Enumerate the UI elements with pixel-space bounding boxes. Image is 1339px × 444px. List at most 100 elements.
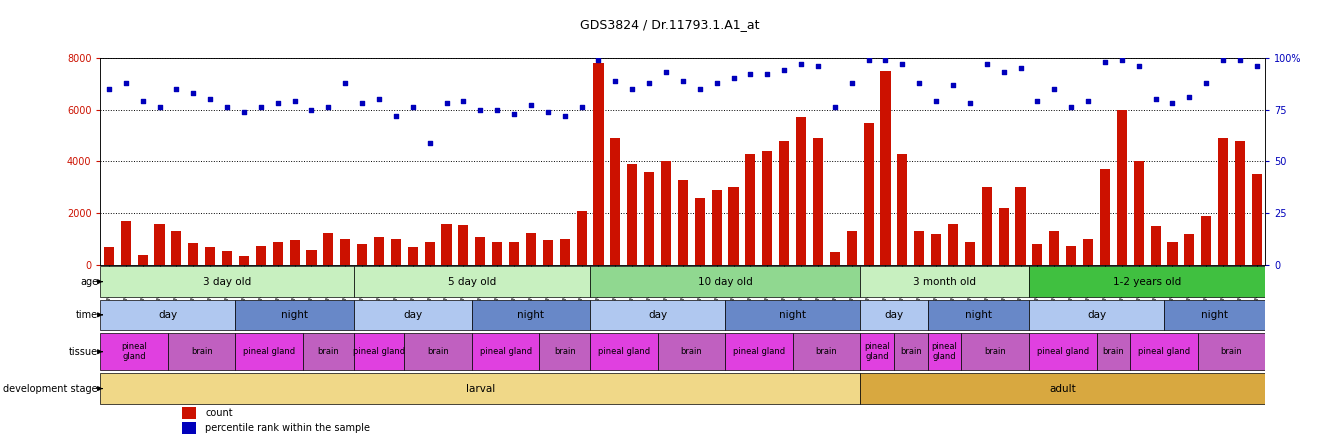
Point bbox=[823, 104, 845, 111]
Bar bbox=[894, 333, 928, 370]
Bar bbox=[948, 224, 959, 265]
Point bbox=[706, 79, 727, 86]
Bar bbox=[678, 179, 688, 265]
Bar bbox=[526, 233, 536, 265]
Bar bbox=[1083, 239, 1093, 265]
Bar bbox=[471, 300, 590, 330]
Point bbox=[976, 60, 998, 67]
Point bbox=[470, 106, 491, 113]
Text: day: day bbox=[1087, 310, 1106, 320]
Bar bbox=[928, 300, 1028, 330]
Point bbox=[317, 104, 339, 111]
Text: count: count bbox=[205, 408, 233, 418]
Bar bbox=[256, 246, 266, 265]
Text: age: age bbox=[80, 277, 98, 287]
Point bbox=[402, 104, 423, 111]
Bar bbox=[307, 250, 316, 265]
Point bbox=[1111, 56, 1133, 63]
Bar bbox=[100, 333, 167, 370]
Bar bbox=[340, 239, 351, 265]
Bar bbox=[779, 141, 789, 265]
Bar bbox=[458, 225, 469, 265]
Bar bbox=[746, 154, 755, 265]
Point bbox=[1178, 94, 1200, 101]
Bar bbox=[1099, 169, 1110, 265]
Bar bbox=[353, 333, 404, 370]
Point bbox=[1229, 56, 1251, 63]
Text: pineal
gland: pineal gland bbox=[122, 342, 147, 361]
Bar bbox=[813, 138, 823, 265]
Point bbox=[335, 79, 356, 86]
Text: day: day bbox=[884, 310, 904, 320]
Bar bbox=[860, 300, 928, 330]
Bar bbox=[695, 198, 704, 265]
Text: percentile rank within the sample: percentile rank within the sample bbox=[205, 423, 371, 433]
Text: adult: adult bbox=[1050, 384, 1077, 393]
Bar bbox=[374, 237, 384, 265]
Bar bbox=[644, 172, 655, 265]
Text: pineal
gland: pineal gland bbox=[864, 342, 890, 361]
Bar bbox=[154, 224, 165, 265]
Bar bbox=[1134, 162, 1144, 265]
Bar bbox=[100, 300, 236, 330]
Bar bbox=[657, 333, 726, 370]
Point bbox=[621, 85, 643, 92]
Text: brain: brain bbox=[554, 347, 576, 356]
Bar bbox=[1198, 333, 1265, 370]
Bar bbox=[542, 241, 553, 265]
Bar bbox=[404, 333, 471, 370]
Bar bbox=[1032, 244, 1043, 265]
Bar bbox=[189, 243, 198, 265]
Bar bbox=[860, 266, 1028, 297]
Point bbox=[874, 56, 896, 63]
Bar bbox=[1252, 174, 1261, 265]
Bar bbox=[590, 300, 726, 330]
Bar bbox=[593, 63, 604, 265]
Point bbox=[453, 98, 474, 105]
Text: tissue: tissue bbox=[70, 347, 98, 357]
Point bbox=[217, 104, 238, 111]
Bar bbox=[1050, 231, 1059, 265]
Point bbox=[1145, 95, 1166, 103]
Point bbox=[605, 77, 627, 84]
Bar bbox=[238, 256, 249, 265]
Point bbox=[1094, 58, 1115, 65]
Bar bbox=[928, 333, 961, 370]
Bar bbox=[167, 333, 236, 370]
Bar bbox=[273, 242, 283, 265]
Text: brain: brain bbox=[984, 347, 1006, 356]
Bar bbox=[138, 255, 147, 265]
Bar bbox=[104, 247, 114, 265]
Point bbox=[1247, 63, 1268, 70]
Bar bbox=[353, 266, 590, 297]
Point bbox=[266, 100, 288, 107]
Bar bbox=[915, 231, 924, 265]
Point bbox=[723, 75, 744, 82]
Bar bbox=[471, 333, 540, 370]
Point bbox=[994, 69, 1015, 76]
Point bbox=[925, 98, 947, 105]
Bar bbox=[726, 333, 793, 370]
Point bbox=[959, 100, 980, 107]
Bar bbox=[961, 333, 1028, 370]
Point bbox=[655, 69, 676, 76]
Text: night: night bbox=[1201, 310, 1228, 320]
Bar bbox=[728, 187, 739, 265]
Text: brain: brain bbox=[427, 347, 449, 356]
Point bbox=[182, 89, 204, 96]
Point bbox=[774, 67, 795, 74]
Point bbox=[301, 106, 323, 113]
Text: brain: brain bbox=[680, 347, 702, 356]
Point bbox=[503, 110, 525, 117]
Bar bbox=[726, 300, 860, 330]
Bar bbox=[391, 239, 400, 265]
Point bbox=[807, 63, 829, 70]
Point bbox=[386, 112, 407, 119]
Text: larval: larval bbox=[466, 384, 495, 393]
Bar bbox=[881, 71, 890, 265]
Bar bbox=[661, 162, 671, 265]
Text: brain: brain bbox=[815, 347, 837, 356]
Text: night: night bbox=[281, 310, 308, 320]
Point bbox=[858, 56, 880, 63]
Text: brain: brain bbox=[1102, 347, 1125, 356]
